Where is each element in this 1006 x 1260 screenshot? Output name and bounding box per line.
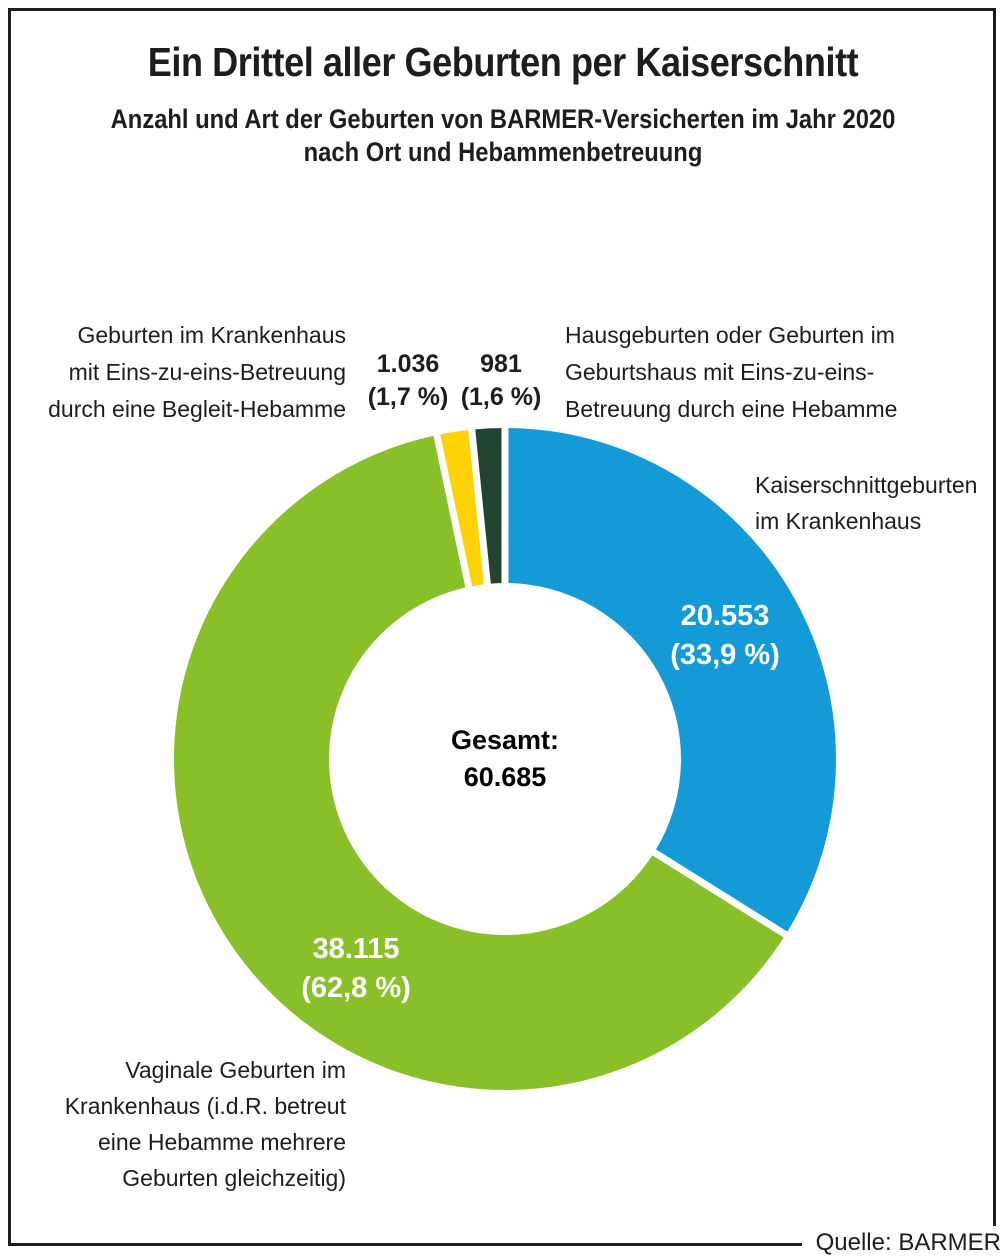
yellow-segment-value: 1.036 <box>376 350 440 378</box>
blue-segment-percent: (33,9 %) <box>670 639 780 671</box>
subtitle-line-1: Anzahl und Art der Geburten von BARMER-V… <box>110 104 896 134</box>
yellow-segment-percent: (1,7 %) <box>367 383 449 411</box>
donut-segment <box>505 428 836 935</box>
segment-divider <box>643 844 791 940</box>
blue-segment-value: 20.553 <box>680 600 770 632</box>
callout-value-yellow-segment: 1.036 (1,7 %) <box>360 348 456 414</box>
chart-header: Ein Drittel aller Geburten per Kaisersch… <box>60 38 945 169</box>
page-title: Ein Drittel aller Geburten per Kaisersch… <box>147 39 859 85</box>
page-subtitle: Anzahl und Art der Geburten von BARMER-V… <box>60 103 945 169</box>
donut-segment <box>173 435 786 1091</box>
segment-divider <box>467 425 492 595</box>
page-border-frame <box>8 8 996 1246</box>
source-credit: Quelle: BARMER <box>801 1226 1003 1260</box>
label-hospital-one-to-one-midwife: Geburten im Krankenhaus mit Eins-zu-eins… <box>48 322 346 422</box>
label-homebirth-birthhouse: Hausgeburten oder Geburten im Geburtshau… <box>565 322 898 422</box>
darkgreen-segment-value: 981 <box>480 350 522 378</box>
total-value: 60.685 <box>463 762 547 792</box>
segment-divider <box>432 430 475 598</box>
green-segment-value-label: 38.115 (62,8 %) <box>256 930 456 1008</box>
label-caesarean-hospital: Kaiserschnittgeburten im Krankenhaus <box>755 472 978 534</box>
green-segment-percent: (62,8 %) <box>301 972 411 1004</box>
donut-segment <box>471 428 505 584</box>
total-label: Gesamt: <box>450 725 560 755</box>
darkgreen-segment-percent: (1,6 %) <box>460 383 542 411</box>
label-vaginal-hospital: Vaginale Geburten im Krankenhaus (i.d.R.… <box>64 1057 346 1191</box>
subtitle-line-2: nach Ort und Hebammenbetreuung <box>303 137 703 167</box>
donut-center-total: Gesamt: 60.685 <box>380 722 630 796</box>
callout-value-darkgreen-segment: 981 (1,6 %) <box>453 348 549 414</box>
blue-segment-value-label: 20.553 (33,9 %) <box>625 597 825 675</box>
green-segment-value: 38.115 <box>312 933 400 965</box>
